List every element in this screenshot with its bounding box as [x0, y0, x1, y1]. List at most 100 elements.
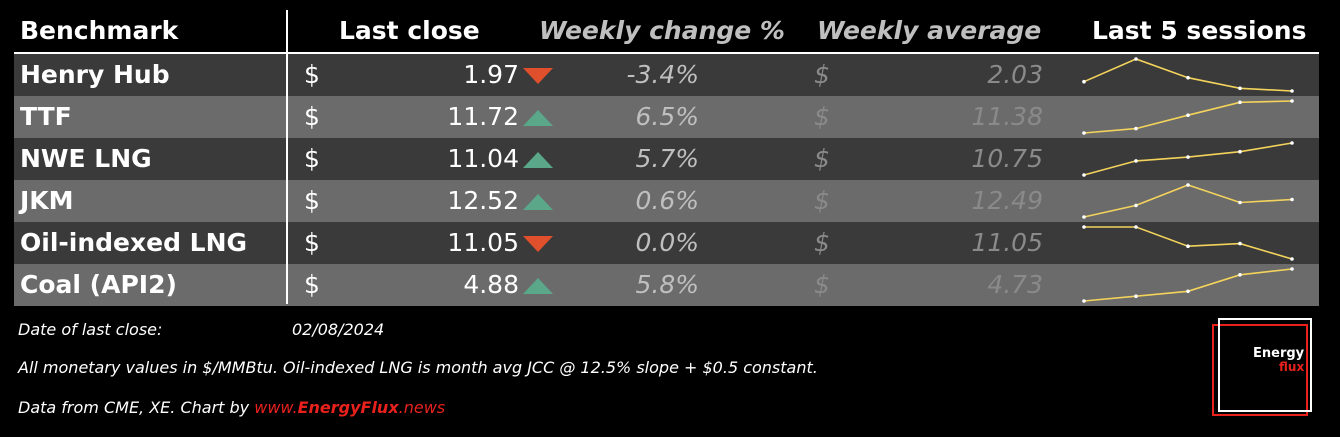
benchmark-name: TTF	[20, 102, 72, 131]
site-suffix: .news	[398, 398, 446, 417]
weekly-average-value: 2.03	[987, 60, 1043, 89]
currency-symbol-avg: $	[814, 144, 830, 173]
sparkline-point	[1238, 100, 1242, 105]
currency-symbol-avg: $	[814, 228, 830, 257]
benchmark-name: NWE LNG	[20, 144, 152, 173]
currency-symbol: $	[304, 102, 320, 131]
sparkline-point	[1238, 86, 1242, 91]
logo-white-frame	[1218, 318, 1312, 412]
table-row: Henry Hub $1.97 -3.4% $2.03	[14, 54, 1319, 96]
weekly-average-value: 10.75	[971, 144, 1043, 173]
source-line: Data from CME, XE. Chart by www.EnergyFl…	[18, 398, 445, 417]
sparkline-point	[1290, 141, 1294, 145]
sparkline-point	[1082, 79, 1086, 84]
weekly-average-value: 11.05	[971, 228, 1043, 257]
header-last-close: Last close	[339, 16, 480, 45]
last-close-value: 12.52	[447, 186, 519, 215]
sparkline-point	[1082, 299, 1086, 303]
sparkline-point	[1290, 99, 1294, 103]
triangle-up-icon	[523, 194, 553, 210]
table-row: Oil-indexed LNG $11.05 0.0% $11.05	[14, 222, 1319, 264]
site-link[interactable]: www.EnergyFlux.news	[254, 398, 445, 417]
weekly-change-value: 0.0%	[635, 228, 699, 257]
sparkline-point	[1186, 75, 1190, 80]
sparkline-point	[1290, 267, 1294, 271]
triangle-up-icon	[523, 278, 553, 294]
sparkline-point	[1290, 257, 1294, 261]
sparkline-line	[1083, 268, 1293, 302]
sparkline-chart	[1082, 99, 1294, 135]
currency-symbol-avg: $	[814, 102, 830, 131]
sparkline-chart	[1082, 267, 1294, 303]
benchmark-name: Coal (API2)	[20, 270, 177, 299]
header-weekly-change: Weekly change %	[539, 16, 785, 45]
sparkline-line	[1083, 142, 1293, 176]
sparkline-point	[1186, 155, 1190, 159]
triangle-down-icon	[523, 68, 553, 84]
sparkline-chart	[1082, 225, 1294, 261]
header-weekly-average: Weekly average	[817, 16, 1042, 45]
sparkline-point	[1186, 113, 1190, 117]
table-row: Coal (API2) $4.88 5.8% $4.73	[14, 264, 1319, 306]
last-close-value: 4.88	[463, 270, 519, 299]
sparkline-point	[1134, 294, 1138, 298]
sparkline-point	[1290, 197, 1294, 202]
weekly-average-value: 12.49	[971, 186, 1043, 215]
benchmark-name: Oil-indexed LNG	[20, 228, 248, 257]
sparkline-point	[1238, 273, 1242, 277]
table-header: Benchmark Last close Weekly change % Wee…	[14, 10, 1319, 54]
triangle-up-icon	[523, 152, 553, 168]
table-row: NWE LNG $11.04 5.7% $10.75	[14, 138, 1319, 180]
source-text: Data from CME, XE. Chart by	[18, 398, 250, 417]
logo-red-frame	[1212, 324, 1308, 416]
sparkline-point	[1134, 203, 1138, 208]
sparkline-point	[1238, 200, 1242, 205]
weekly-change-value: -3.4%	[626, 60, 699, 89]
weekly-average-value: 4.73	[987, 270, 1043, 299]
last-close-value: 1.97	[463, 60, 519, 89]
weekly-average-value: 11.38	[971, 102, 1043, 131]
sparkline-chart	[1082, 183, 1294, 219]
sparkline-point	[1186, 289, 1190, 294]
sparkline-point	[1134, 126, 1138, 131]
logo-line2: flux	[1279, 360, 1305, 374]
sparkline-chart	[1082, 141, 1294, 177]
last-close-value: 11.04	[447, 144, 519, 173]
sparkline-line	[1083, 184, 1293, 218]
currency-symbol-avg: $	[814, 270, 830, 299]
currency-symbol: $	[304, 270, 320, 299]
logo-line1: Energy	[1253, 346, 1305, 361]
sparkline-point	[1082, 131, 1086, 135]
triangle-down-icon	[523, 236, 553, 252]
sparkline-line	[1083, 58, 1293, 92]
site-prefix: www.	[254, 398, 298, 417]
sparkline-point	[1290, 89, 1294, 93]
sparkline-point	[1082, 215, 1086, 219]
weekly-change-value: 0.6%	[635, 186, 699, 215]
sparkline-point	[1134, 225, 1138, 229]
weekly-change-value: 6.5%	[635, 102, 699, 131]
table-body: Henry Hub $1.97 -3.4% $2.03 TTF $11.72 6.5% $11…	[14, 54, 1319, 306]
sparkline-point	[1186, 244, 1190, 248]
footnote: All monetary values in $/MMBtu. Oil-inde…	[18, 358, 818, 377]
currency-symbol: $	[304, 228, 320, 257]
sparkline-point	[1134, 57, 1138, 61]
benchmark-table: Benchmark Last close Weekly change % Wee…	[14, 10, 1319, 306]
sparkline-point	[1082, 225, 1086, 229]
header-last5: Last 5 sessions	[1092, 16, 1307, 45]
table-row: TTF $11.72 6.5% $11.38	[14, 96, 1319, 138]
header-benchmark: Benchmark	[20, 16, 179, 45]
currency-symbol: $	[304, 60, 320, 89]
table-row: JKM $12.52 0.6% $12.49	[14, 180, 1319, 222]
triangle-up-icon	[523, 110, 553, 126]
sparkline-point	[1238, 241, 1242, 246]
sparkline-point	[1082, 173, 1086, 177]
column-divider	[286, 10, 288, 304]
date-value: 02/08/2024	[292, 320, 385, 339]
currency-symbol-avg: $	[814, 186, 830, 215]
sparkline-point	[1238, 149, 1242, 154]
date-label: Date of last close:	[18, 320, 163, 339]
energyflux-logo: Energy flux	[1212, 318, 1312, 418]
site-brand: EnergyFlux	[297, 398, 399, 417]
last-close-value: 11.05	[447, 228, 519, 257]
